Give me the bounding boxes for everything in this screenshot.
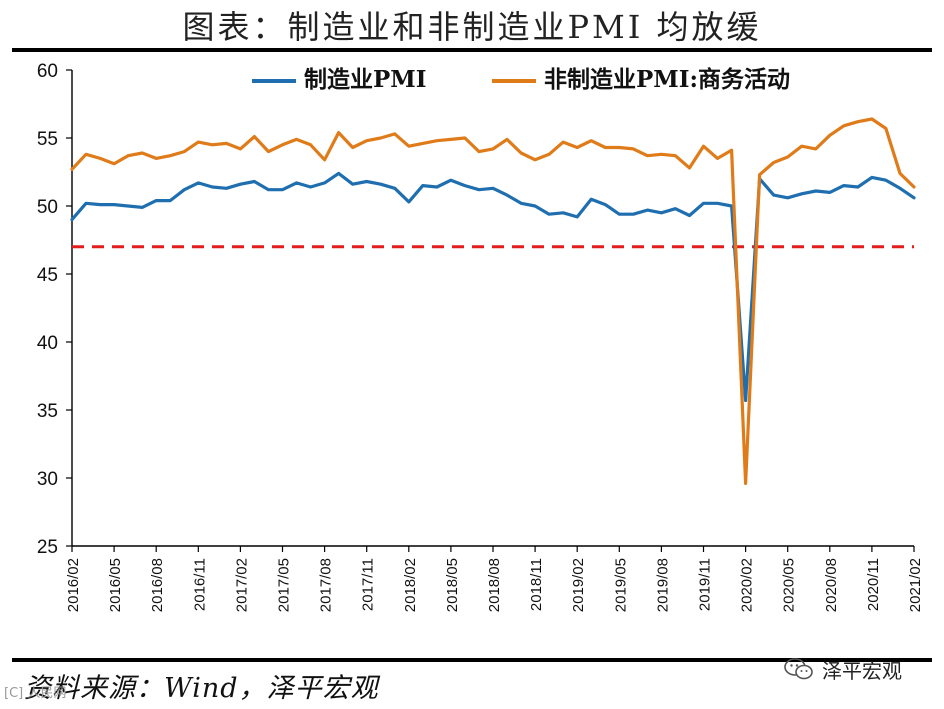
x-tick-label: 2020/08 xyxy=(823,558,840,612)
legend-swatch-nonmanufacturing xyxy=(492,79,536,83)
x-tick-label: 2017/02 xyxy=(233,558,250,612)
series-line-manufacturing xyxy=(70,171,916,403)
legend-label-manufacturing: 制造业PMI xyxy=(304,66,427,93)
x-tick-label: 2019/02 xyxy=(570,558,587,612)
x-tick-label: 2019/08 xyxy=(654,558,671,612)
x-tick-label: 2020/02 xyxy=(739,558,756,612)
x-tick-label: 2016/02 xyxy=(65,558,82,612)
legend-swatch-manufacturing xyxy=(252,79,296,83)
x-tick-label: 2016/05 xyxy=(107,558,124,612)
corner-watermark: [C] 人民网 xyxy=(4,686,67,701)
x-tick-label: 2019/11 xyxy=(697,558,714,611)
watermark-label: 泽平宏观 xyxy=(822,658,902,683)
legend-label-nonmanufacturing: 非制造业PMI:商务活动 xyxy=(544,66,791,93)
x-tick-label: 2018/08 xyxy=(486,558,503,612)
legend-item-manufacturing: 制造业PMI xyxy=(252,60,427,93)
x-tick-label: 2020/11 xyxy=(865,558,882,611)
y-tick-label: 45 xyxy=(37,265,58,286)
x-tick-label: 2017/11 xyxy=(360,558,377,611)
x-tick-label: 2016/11 xyxy=(191,558,208,611)
chat-bubble-logo-icon xyxy=(784,658,813,680)
y-tick-label: 40 xyxy=(37,333,58,354)
bottom-rule xyxy=(12,658,932,662)
y-tick-label: 35 xyxy=(37,401,58,422)
x-tick-label: 2020/05 xyxy=(781,558,798,612)
x-tick-label: 2017/08 xyxy=(318,558,335,612)
y-tick-label: 25 xyxy=(37,537,58,558)
top-rule xyxy=(12,48,932,52)
y-tick-label: 55 xyxy=(37,129,58,150)
x-tick-label: 2019/05 xyxy=(612,558,629,612)
y-tick-label: 50 xyxy=(37,197,58,218)
watermark: 泽平宏观 xyxy=(784,654,902,684)
source-note: 资料来源：Wind，泽平宏观 xyxy=(24,673,379,704)
x-tick-label: 2021/02 xyxy=(907,558,924,612)
y-tick-label: 60 xyxy=(37,61,58,82)
x-tick-label: 2018/11 xyxy=(528,558,545,611)
x-tick-label: 2016/08 xyxy=(149,558,166,612)
x-tick-label: 2018/02 xyxy=(402,558,419,612)
series-line-nonmanufacturing xyxy=(70,117,916,485)
y-tick-label: 30 xyxy=(37,469,58,490)
chart-title: 图表：制造业和非制造业PMI 均放缓 xyxy=(182,8,762,46)
x-tick-label: 2018/05 xyxy=(444,558,461,612)
legend-item-nonmanufacturing: 非制造业PMI:商务活动 xyxy=(492,60,791,93)
x-tick-label: 2017/05 xyxy=(276,558,293,612)
